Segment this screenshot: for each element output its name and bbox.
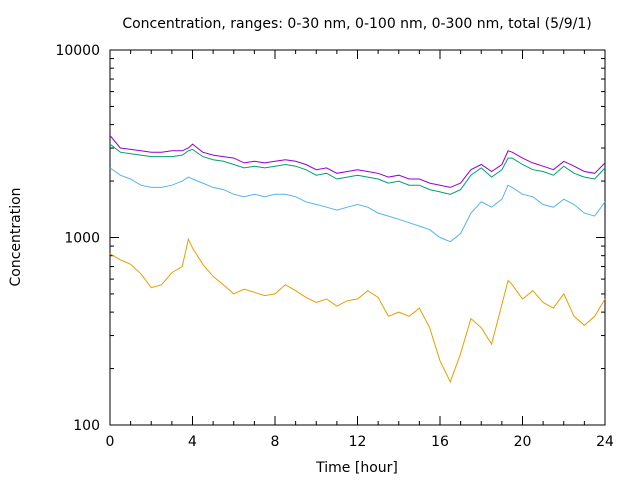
x-tick-label: 0 bbox=[106, 434, 115, 450]
x-tick-label: 12 bbox=[349, 434, 367, 450]
plot-frame bbox=[109, 49, 606, 426]
y-axis-label: Concentration bbox=[8, 187, 24, 286]
x-tick-label: 4 bbox=[188, 434, 197, 450]
x-tick-label: 24 bbox=[596, 434, 614, 450]
series-line-3 bbox=[109, 143, 606, 195]
x-tick-label: 8 bbox=[271, 434, 280, 450]
y-tick-label: 10000 bbox=[55, 43, 100, 59]
x-tick-label: 20 bbox=[514, 434, 532, 450]
series-layer bbox=[109, 135, 606, 384]
y-tick-label: 1000 bbox=[64, 231, 100, 247]
chart-title: Concentration, ranges: 0-30 nm, 0-100 nm… bbox=[122, 16, 591, 32]
series-line-4 bbox=[109, 135, 606, 188]
x-axis-label: Time [hour] bbox=[315, 460, 398, 476]
y-tick-label: 100 bbox=[73, 418, 100, 434]
x-axis: 0 4 8 12 16 20 24 bbox=[106, 50, 614, 450]
series-line-2 bbox=[109, 167, 606, 243]
series-line-1 bbox=[109, 237, 606, 384]
x-tick-label: 16 bbox=[431, 434, 449, 450]
y-axis: 100 1000 10000 bbox=[55, 43, 605, 434]
